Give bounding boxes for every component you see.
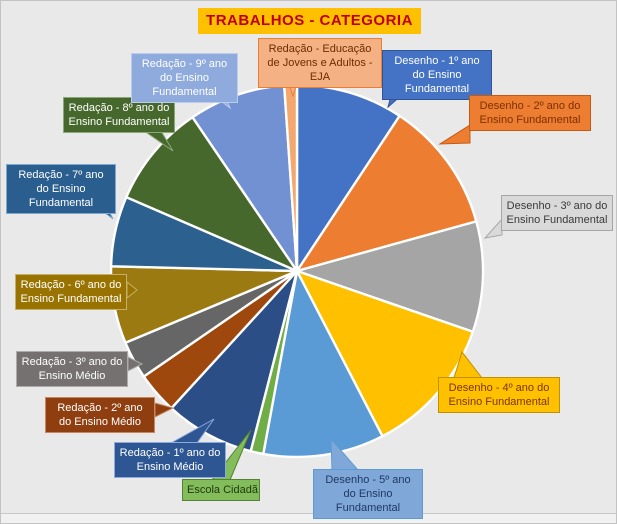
- pie-slice-desenho-5-ano-ef[interactable]: [262, 269, 384, 459]
- pie-slice-redacao-8-ano-ef[interactable]: [125, 116, 299, 273]
- callout-desenho-5-ano-ef[interactable]: Desenho - 5º ano do Ensino Fundamental: [313, 469, 423, 519]
- callout-redacao-9-ano-ef[interactable]: Redação - 9º ano do Ensino Fundamental: [131, 53, 238, 103]
- pie-slice-desenho-2-ano-ef[interactable]: [295, 114, 478, 273]
- callout-tail-redacao-3-ano-em: [127, 356, 144, 372]
- callout-redacao-6-ano-ef[interactable]: Redação - 6º ano do Ensino Fundamental: [15, 274, 127, 310]
- callout-redacao-eja[interactable]: Redação - Educação de Jovens e Adultos -…: [258, 38, 382, 88]
- callout-redacao-3-ano-em[interactable]: Redação - 3º ano do Ensino Médio: [16, 351, 128, 387]
- callout-desenho-4-ano-ef[interactable]: Desenho - 4º ano do Ensino Fundamental: [438, 377, 560, 413]
- callout-tail-redacao-6-ano-ef: [126, 280, 138, 300]
- callout-redacao-2-ano-em[interactable]: Redação - 2º ano do Ensino Médio: [45, 397, 155, 433]
- callout-redacao-8-ano-ef[interactable]: Redação - 8º ano do Ensino Fundamental: [63, 97, 175, 133]
- callout-desenho-2-ano-ef[interactable]: Desenho - 2º ano do Ensino Fundamental: [469, 95, 591, 131]
- callout-redacao-7-ano-ef[interactable]: Redação - 7º ano do Ensino Fundamental: [6, 164, 116, 214]
- callout-desenho-1-ano-ef[interactable]: Desenho - 1º ano do Ensino Fundamental: [382, 50, 492, 100]
- worksheet-area-below-chart: [1, 513, 616, 523]
- pie-slice-redacao-1-ano-em[interactable]: [170, 269, 299, 453]
- callout-tail-desenho-3-ano-ef: [483, 217, 503, 239]
- pie-slice-desenho-3-ano-ef[interactable]: [295, 220, 485, 333]
- pie-slice-desenho-4-ano-ef[interactable]: [295, 269, 474, 438]
- callout-escola-cidada[interactable]: Escola Cidadã: [182, 479, 260, 501]
- callout-desenho-3-ano-ef[interactable]: Desenho - 3º ano do Ensino Fundamental: [501, 195, 613, 231]
- chart-title[interactable]: TRABALHOS - CATEGORIA: [198, 8, 421, 34]
- callout-tail-redacao-2-ano-em: [154, 402, 175, 418]
- callout-tail-desenho-2-ano-ef: [438, 124, 471, 145]
- callout-redacao-1-ano-em[interactable]: Redação - 1º ano do Ensino Médio: [114, 442, 226, 478]
